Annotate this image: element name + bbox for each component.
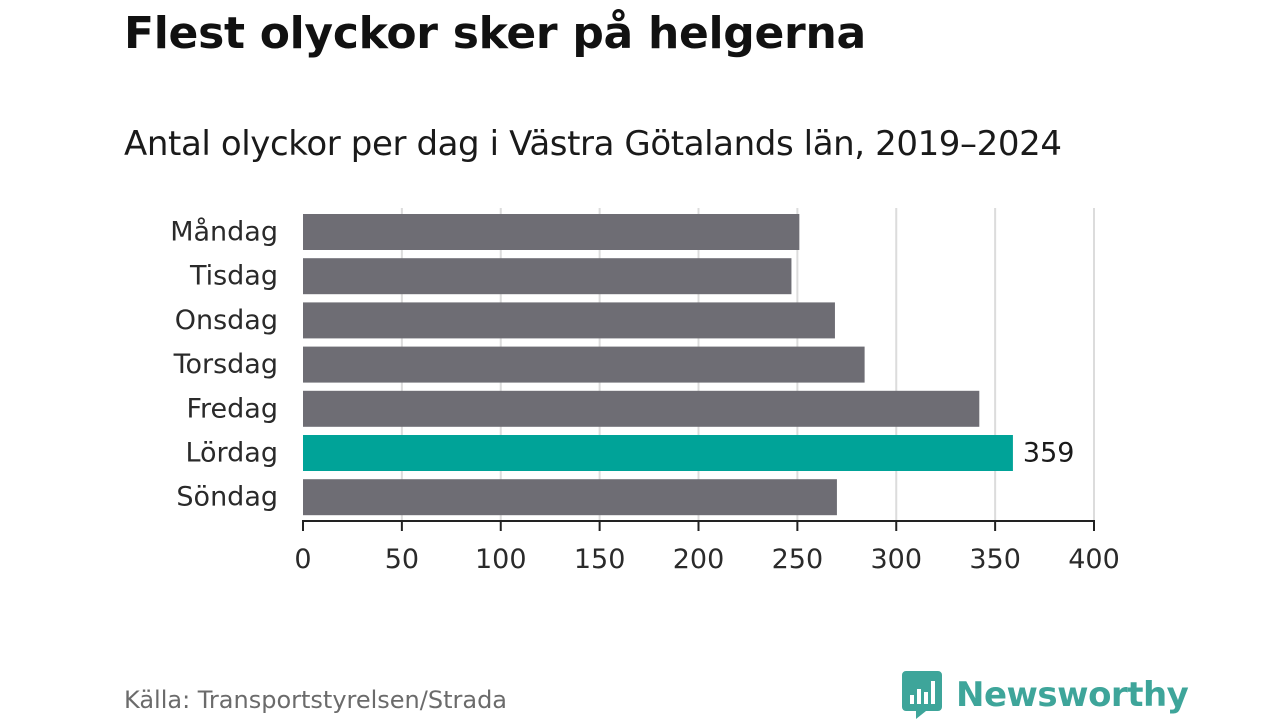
bar-fredag (303, 390, 980, 427)
category-labels: Måndag Tisdag Onsdag Torsdag Fredag Lördag Sön… (170, 217, 278, 513)
bar-torsdag (303, 346, 865, 383)
brand-name: Newsworthy (956, 675, 1189, 715)
x-tick-label: 250 (772, 544, 824, 575)
x-tick-label: 150 (574, 544, 626, 575)
x-tick-label: 200 (673, 544, 725, 575)
category-label: Måndag (170, 217, 278, 248)
bar-måndag (303, 214, 800, 250)
bar-chart-speech-bubble-icon (902, 671, 942, 719)
source-note: Källa: Transportstyrelsen/Strada (124, 686, 508, 714)
bar-lördag (303, 435, 1013, 471)
category-label: Lördag (185, 438, 278, 469)
brand-logo-link: Newsworthy (902, 670, 1189, 720)
category-label: Onsdag (175, 305, 278, 336)
x-tick-label: 300 (870, 544, 922, 575)
x-tick-label: 350 (969, 544, 1021, 575)
bar-onsdag (303, 302, 835, 339)
data-label: 359 (1023, 438, 1075, 469)
x-tick-label: 400 (1068, 544, 1120, 575)
x-tick-label: 50 (385, 544, 419, 575)
bar-tisdag (303, 258, 792, 295)
category-label: Fredag (186, 393, 278, 424)
chart-subtitle: Antal olyckor per dag i Västra Götalands… (124, 124, 1062, 164)
category-label: Torsdag (173, 349, 278, 380)
x-tick-label: 100 (475, 544, 527, 575)
x-tick-label: 0 (294, 544, 311, 575)
chart-title: Flest olyckor sker på helgerna (124, 8, 866, 59)
x-axis: 0 50 100 150 200 250 300 350 400 (294, 520, 1120, 575)
category-label: Söndag (176, 482, 278, 513)
bar-söndag (303, 479, 837, 516)
category-label: Tisdag (189, 261, 278, 292)
data-labels: 359 (1023, 438, 1075, 469)
bars (303, 214, 1013, 516)
